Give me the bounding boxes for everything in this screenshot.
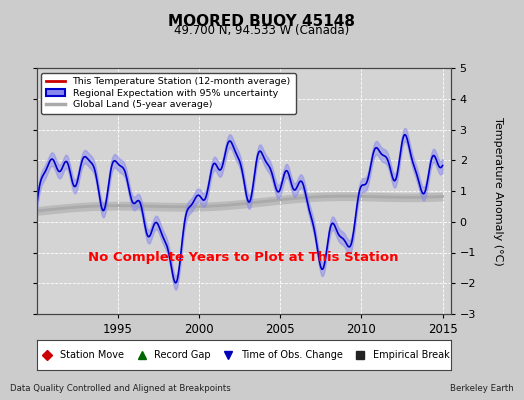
Text: No Complete Years to Plot at This Station: No Complete Years to Plot at This Statio…: [89, 251, 399, 264]
Y-axis label: Temperature Anomaly (°C): Temperature Anomaly (°C): [493, 117, 503, 265]
Text: Data Quality Controlled and Aligned at Breakpoints: Data Quality Controlled and Aligned at B…: [10, 384, 231, 393]
Legend: Station Move, Record Gap, Time of Obs. Change, Empirical Break: Station Move, Record Gap, Time of Obs. C…: [34, 346, 454, 364]
Text: Berkeley Earth: Berkeley Earth: [450, 384, 514, 393]
Text: 49.700 N, 94.533 W (Canada): 49.700 N, 94.533 W (Canada): [174, 24, 350, 37]
Text: MOORED BUOY 45148: MOORED BUOY 45148: [169, 14, 355, 29]
Legend: This Temperature Station (12-month average), Regional Expectation with 95% uncer: This Temperature Station (12-month avera…: [41, 73, 296, 114]
